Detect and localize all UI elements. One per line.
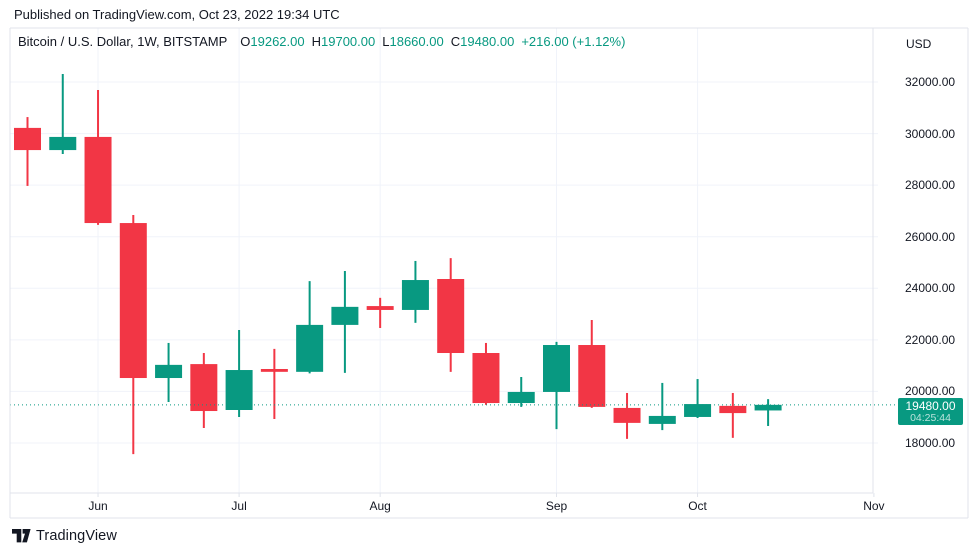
candle-body bbox=[190, 364, 218, 412]
candle-body bbox=[578, 345, 606, 407]
candle-body bbox=[331, 306, 359, 325]
candle-body bbox=[49, 136, 77, 151]
candle-body bbox=[14, 127, 41, 151]
candle-body bbox=[296, 324, 324, 372]
month-label: Nov bbox=[863, 499, 885, 513]
ohlc-value: 19700.00 bbox=[321, 34, 376, 49]
candle-body bbox=[684, 404, 712, 417]
price-tick-label: 24000.00 bbox=[905, 281, 956, 296]
ohlc-key: H bbox=[311, 34, 322, 49]
month-label: Oct bbox=[688, 499, 707, 513]
tradingview-logo[interactable]: TradingView bbox=[12, 528, 117, 544]
ohlc-value: 18660.00 bbox=[389, 34, 444, 49]
price-tick-label: 26000.00 bbox=[905, 229, 956, 244]
price-tick-label: 28000.00 bbox=[905, 178, 956, 193]
candle-body bbox=[507, 391, 535, 404]
candle-body bbox=[754, 404, 782, 411]
bar-countdown: 04:25:44 bbox=[910, 412, 951, 424]
candle-body bbox=[437, 279, 465, 354]
tradingview-logo-icon bbox=[12, 529, 31, 543]
published-bar: Published on TradingView.com, Oct 23, 20… bbox=[14, 7, 340, 22]
price-tick-label: 18000.00 bbox=[905, 436, 956, 450]
candle-body bbox=[648, 415, 676, 424]
candle-body bbox=[613, 407, 641, 423]
last-price-label: 19480.00 04:25:44 bbox=[898, 398, 963, 425]
month-label: Aug bbox=[369, 499, 391, 513]
currency-label: USD bbox=[906, 37, 932, 51]
candle-body bbox=[225, 370, 253, 410]
month-label: Jul bbox=[231, 499, 247, 513]
price-tick-label: 30000.00 bbox=[905, 126, 956, 141]
month-label: Sep bbox=[545, 499, 568, 513]
price-change: +216.00 (+1.12%) bbox=[521, 34, 626, 49]
price-tick-label: 32000.00 bbox=[905, 75, 956, 89]
candle-body bbox=[84, 136, 112, 224]
candle-body bbox=[543, 345, 571, 392]
candle-body bbox=[401, 280, 429, 310]
candle-body bbox=[366, 306, 394, 310]
price-tick-label: 20000.00 bbox=[905, 384, 956, 399]
candle-body bbox=[119, 223, 147, 379]
chart-legend: Bitcoin / U.S. Dollar, 1W, BITSTAMP O1926… bbox=[18, 35, 625, 49]
candle-body bbox=[155, 364, 183, 379]
candle-body bbox=[472, 353, 500, 404]
ohlc-key: O bbox=[240, 34, 251, 49]
ohlc-value: 19480.00 bbox=[460, 34, 515, 49]
price-tick-label: 22000.00 bbox=[905, 332, 956, 347]
ohlc-values: O19262.00 H19700.00 L18660.00 C19480.00 bbox=[233, 34, 514, 49]
tradingview-logo-text: TradingView bbox=[36, 528, 117, 544]
ohlc-value: 19262.00 bbox=[250, 34, 305, 49]
symbol-title: Bitcoin / U.S. Dollar, 1W, BITSTAMP bbox=[18, 34, 228, 49]
ohlc-key: C bbox=[450, 34, 461, 49]
candle-body bbox=[260, 368, 288, 372]
candle-body bbox=[719, 405, 747, 414]
last-price-value: 19480.00 bbox=[905, 399, 956, 413]
ohlc-key: L bbox=[382, 34, 390, 49]
month-label: Jun bbox=[88, 499, 108, 513]
